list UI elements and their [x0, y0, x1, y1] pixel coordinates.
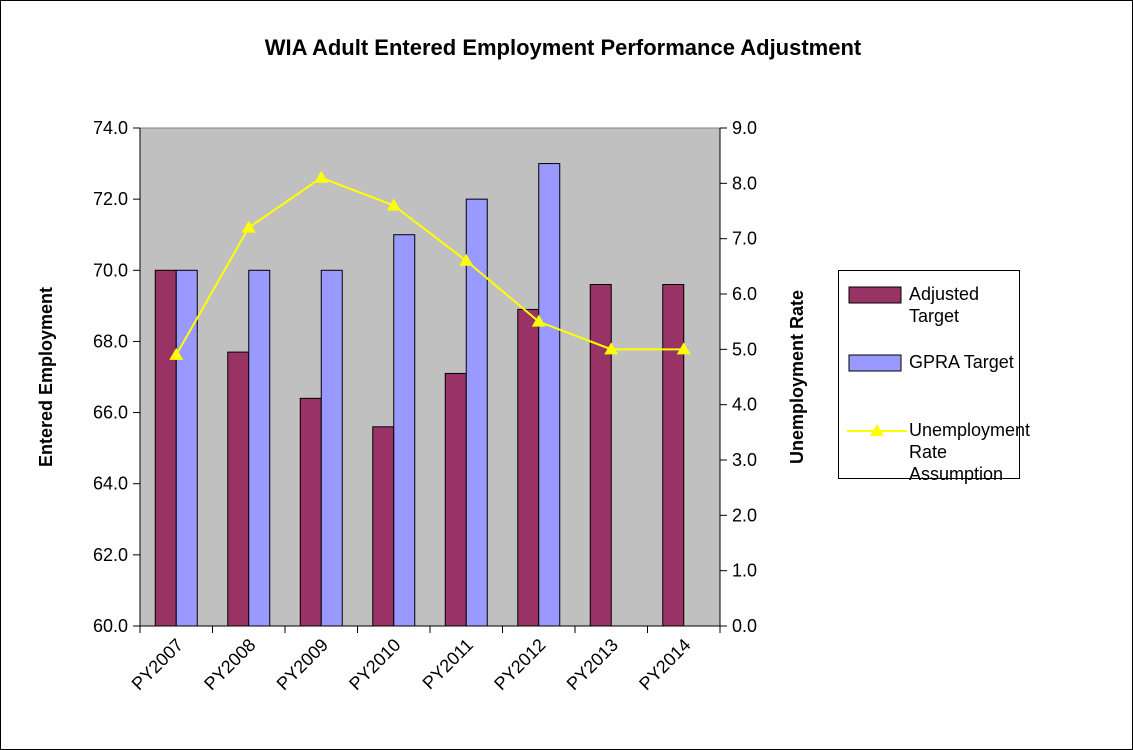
legend-swatch — [848, 354, 902, 372]
y-tick-label: 74.0 — [93, 118, 128, 138]
bar — [589, 284, 612, 627]
y-tick-label: 60.0 — [93, 616, 128, 636]
legend-label: Adjusted Target — [909, 284, 980, 326]
marker — [241, 220, 256, 233]
bar — [320, 269, 343, 627]
y2-tick-label: 4.0 — [732, 395, 757, 415]
bar — [517, 308, 540, 627]
marker — [459, 253, 474, 266]
bar — [372, 426, 395, 627]
marker — [314, 170, 329, 183]
y-axis-title: Entered Employment — [36, 287, 56, 467]
y-tick-label: 72.0 — [93, 189, 128, 209]
plot-area — [139, 127, 721, 627]
bar — [154, 269, 177, 627]
swatch — [848, 354, 902, 372]
y2-tick-label: 2.0 — [732, 505, 757, 525]
bar — [662, 284, 685, 627]
y2-tick-label: 9.0 — [732, 118, 757, 138]
y-tick-label: 68.0 — [93, 331, 128, 351]
marker — [676, 342, 691, 355]
y2-tick-label: 0.0 — [732, 616, 757, 636]
bar — [538, 163, 561, 627]
bar — [444, 372, 467, 627]
legend-label: Unemployment Rate Assumption — [909, 420, 1031, 484]
swatch-marker — [870, 424, 884, 436]
legend-swatch — [848, 286, 902, 304]
bar — [393, 234, 416, 627]
y-tick-label: 70.0 — [93, 260, 128, 280]
legend-swatch — [847, 424, 907, 436]
line — [175, 176, 684, 356]
bar — [248, 269, 271, 627]
legend: Adjusted Target GPRA Target Unemployment R… — [838, 270, 1030, 484]
marker — [531, 314, 546, 327]
y-tick-label: 64.0 — [93, 474, 128, 494]
chart-title: WIA Adult Entered Employment Performance… — [265, 35, 862, 60]
y2-tick-label: 7.0 — [732, 229, 757, 249]
bar — [465, 198, 488, 627]
marker — [169, 347, 184, 360]
y2-tick-label: 8.0 — [732, 173, 757, 193]
y2-tick-label: 6.0 — [732, 284, 757, 304]
y2-tick-label: 3.0 — [732, 450, 757, 470]
y-tick-label: 66.0 — [93, 403, 128, 423]
y-tick-label: 62.0 — [93, 545, 128, 565]
legend-label: GPRA Target — [909, 352, 1014, 372]
bar — [227, 351, 250, 627]
marker — [604, 342, 619, 355]
y2-tick-label: 5.0 — [732, 339, 757, 359]
bar — [299, 397, 322, 627]
swatch — [848, 286, 902, 304]
marker — [386, 198, 401, 211]
y2-tick-label: 1.0 — [732, 561, 757, 581]
y2-axis-title: Unemployment Rate — [787, 290, 807, 464]
